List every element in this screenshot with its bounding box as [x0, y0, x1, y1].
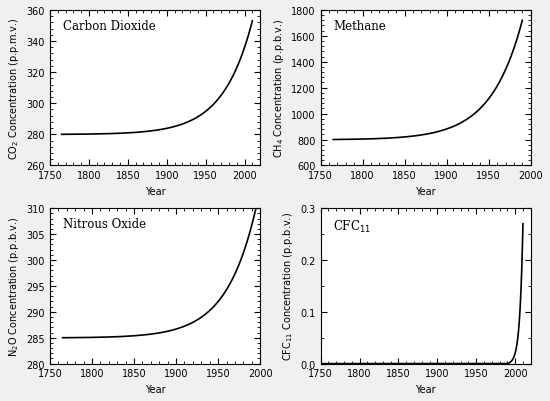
Y-axis label: CH$_4$ Concentration (p.p.b.v.): CH$_4$ Concentration (p.p.b.v.) — [272, 19, 285, 158]
Text: CFC$_{11}$: CFC$_{11}$ — [333, 218, 371, 234]
X-axis label: Year: Year — [415, 384, 436, 394]
Y-axis label: CO$_2$ Concentration (p.p.m.v.): CO$_2$ Concentration (p.p.m.v.) — [7, 17, 21, 160]
X-axis label: Year: Year — [145, 384, 166, 394]
X-axis label: Year: Year — [415, 186, 436, 196]
X-axis label: Year: Year — [145, 186, 166, 196]
Text: Carbon Dioxide: Carbon Dioxide — [63, 20, 155, 33]
Y-axis label: N$_2$O Concentration (p.p.b.v.): N$_2$O Concentration (p.p.b.v.) — [7, 216, 21, 356]
Text: Methane: Methane — [333, 20, 386, 33]
Y-axis label: CFC$_{11}$ Concentration (p.p.b.v.): CFC$_{11}$ Concentration (p.p.b.v.) — [281, 212, 295, 360]
Text: Nitrous Oxide: Nitrous Oxide — [63, 218, 146, 231]
